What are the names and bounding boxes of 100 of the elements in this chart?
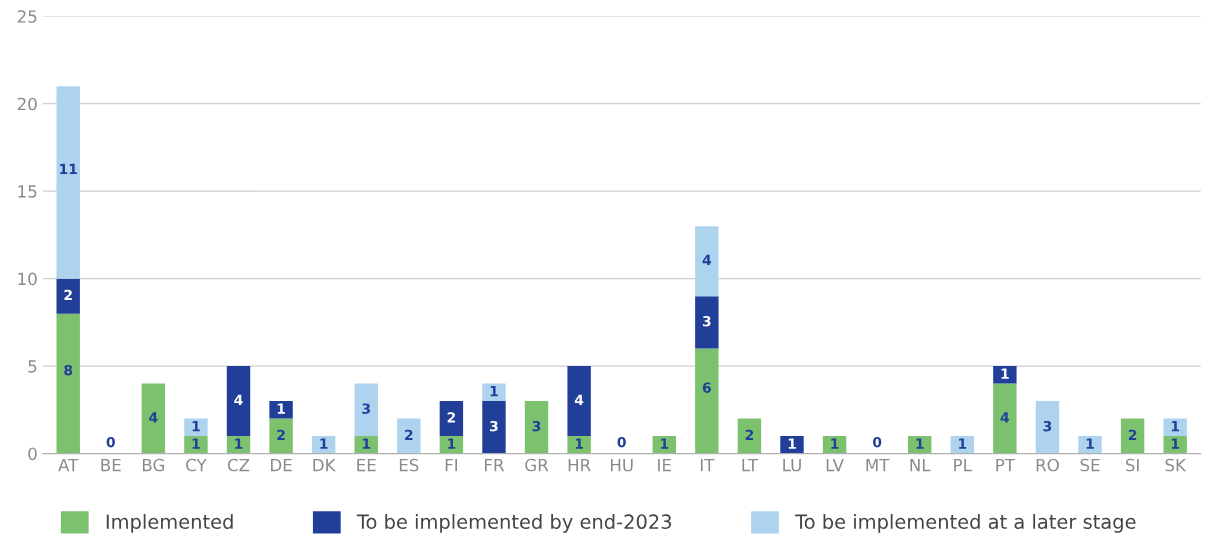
x-tick-label: CZ bbox=[227, 458, 250, 472]
data-label: 1 bbox=[320, 438, 328, 449]
data-label: 4 bbox=[1000, 412, 1010, 423]
x-tick-label: CY bbox=[186, 458, 207, 472]
x-tick-label: AT bbox=[58, 458, 79, 472]
x-tick-label: BE bbox=[101, 458, 121, 472]
data-label: 1 bbox=[192, 421, 200, 432]
bar bbox=[695, 226, 719, 297]
data-label: 4 bbox=[702, 254, 712, 265]
x-tick-label: DE bbox=[271, 458, 292, 472]
data-label: 6 bbox=[702, 382, 711, 393]
x-tick-label: RO bbox=[1036, 458, 1059, 472]
x-tick-label: GR bbox=[525, 458, 549, 472]
data-label: 1 bbox=[959, 438, 967, 449]
y-tick-label: 0 bbox=[28, 447, 37, 461]
data-label: 3 bbox=[1043, 420, 1052, 432]
data-label: 1 bbox=[235, 438, 243, 449]
data-label: 1 bbox=[1086, 438, 1094, 449]
data-label: 1 bbox=[277, 403, 285, 414]
bar bbox=[524, 401, 549, 454]
bar bbox=[567, 436, 591, 454]
bar bbox=[397, 418, 421, 454]
x-tick-label: SE bbox=[1080, 458, 1100, 472]
x-tick-label: LT bbox=[742, 458, 759, 472]
bar bbox=[695, 296, 719, 349]
data-label: 1 bbox=[916, 438, 924, 449]
data-label: 1 bbox=[192, 438, 200, 449]
data-label: 1 bbox=[1171, 421, 1180, 432]
data-label: 3 bbox=[532, 420, 541, 432]
data-label: 0 bbox=[106, 436, 115, 448]
bar bbox=[737, 418, 762, 454]
x-tick-label: HR bbox=[568, 458, 591, 472]
bar bbox=[56, 86, 80, 279]
data-label: 1 bbox=[575, 438, 583, 449]
data-label: 1 bbox=[362, 438, 371, 449]
x-tick-label: HU bbox=[610, 458, 633, 472]
x-tick-label: EE bbox=[357, 458, 376, 472]
y-tick-label: 20 bbox=[17, 97, 37, 111]
data-label: 2 bbox=[64, 289, 72, 300]
x-tick-label: IT bbox=[700, 458, 715, 472]
data-label: 3 bbox=[702, 315, 711, 327]
data-label: 4 bbox=[149, 412, 158, 423]
bar bbox=[56, 313, 80, 454]
bar bbox=[439, 401, 464, 437]
data-label: 2 bbox=[1128, 429, 1137, 440]
x-tick-label: FI bbox=[445, 458, 457, 472]
x-tick-label: PT bbox=[996, 458, 1016, 472]
bar bbox=[482, 401, 506, 454]
x-tick-label: BG bbox=[142, 458, 165, 472]
data-label: 0 bbox=[617, 436, 626, 448]
bar bbox=[269, 401, 293, 419]
y-tick-label: 15 bbox=[18, 185, 37, 198]
legend-label: To be implemented by end-2023 bbox=[356, 513, 672, 533]
bar bbox=[269, 418, 293, 454]
data-label: 2 bbox=[447, 412, 456, 423]
bar bbox=[993, 383, 1017, 454]
y-tick-label: 25 bbox=[17, 10, 37, 23]
y-tick-label: 10 bbox=[18, 272, 37, 286]
x-tick-label: SI bbox=[1125, 458, 1139, 472]
data-label: 1 bbox=[1171, 438, 1180, 449]
x-tick-label: ES bbox=[399, 458, 419, 472]
x-tick-label: LU bbox=[783, 458, 801, 472]
data-label: 1 bbox=[448, 438, 456, 449]
y-tick-label: 5 bbox=[28, 360, 37, 373]
data-label: 1 bbox=[490, 386, 498, 397]
data-label: 0 bbox=[872, 436, 882, 448]
data-label: 1 bbox=[788, 438, 796, 449]
x-tick-label: NL bbox=[910, 458, 931, 472]
bar bbox=[1120, 418, 1145, 454]
x-tick-label: IE bbox=[658, 458, 671, 472]
x-tick-label: PL bbox=[954, 458, 972, 472]
bar bbox=[1078, 436, 1102, 454]
data-label: 3 bbox=[362, 403, 370, 414]
bar bbox=[695, 348, 719, 454]
data-label: 11 bbox=[60, 163, 77, 174]
data-label: 4 bbox=[574, 394, 584, 405]
bar bbox=[567, 366, 591, 437]
x-tick-label: SK bbox=[1165, 458, 1187, 472]
bar bbox=[780, 436, 804, 454]
bar bbox=[354, 383, 378, 437]
bar bbox=[56, 278, 80, 314]
bar bbox=[1163, 436, 1187, 454]
legend-label: To be implemented at a later stage bbox=[795, 513, 1136, 533]
data-label: 2 bbox=[277, 429, 285, 440]
bar bbox=[226, 366, 251, 437]
data-label: 1 bbox=[661, 438, 669, 449]
x-tick-label: DK bbox=[313, 458, 336, 472]
data-label: 4 bbox=[234, 394, 243, 405]
data-label: 2 bbox=[405, 429, 413, 440]
bar bbox=[1035, 401, 1060, 454]
data-label: 3 bbox=[490, 420, 498, 432]
x-tick-label: LV bbox=[826, 458, 844, 472]
bar bbox=[993, 366, 1017, 384]
data-label: 1 bbox=[1001, 368, 1009, 379]
data-label: 8 bbox=[64, 364, 73, 376]
x-tick-label: FR bbox=[485, 458, 505, 472]
legend-label: Implemented bbox=[106, 513, 233, 533]
data-label: 1 bbox=[831, 438, 839, 449]
data-label: 2 bbox=[745, 429, 754, 440]
bar bbox=[141, 383, 166, 454]
